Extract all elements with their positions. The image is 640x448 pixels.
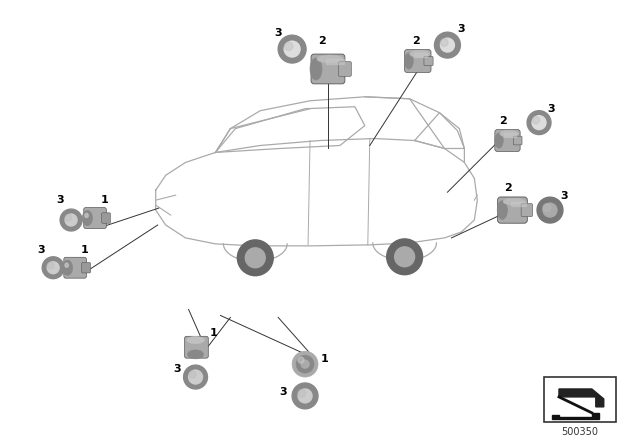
FancyBboxPatch shape <box>64 257 86 278</box>
Polygon shape <box>552 413 599 419</box>
Ellipse shape <box>500 130 518 137</box>
FancyBboxPatch shape <box>339 61 351 77</box>
Ellipse shape <box>497 201 508 220</box>
Circle shape <box>237 240 273 276</box>
Circle shape <box>527 111 551 134</box>
Text: 2: 2 <box>499 116 507 125</box>
FancyBboxPatch shape <box>424 56 433 65</box>
Circle shape <box>47 262 54 269</box>
Ellipse shape <box>317 55 343 63</box>
Circle shape <box>60 209 82 231</box>
Circle shape <box>395 247 415 267</box>
Bar <box>504 133 516 137</box>
Text: 3: 3 <box>37 245 45 255</box>
Circle shape <box>298 357 304 363</box>
Circle shape <box>543 203 557 217</box>
Text: 3: 3 <box>275 28 282 38</box>
Text: 3: 3 <box>547 104 555 114</box>
Circle shape <box>245 248 265 268</box>
Circle shape <box>189 371 196 378</box>
Circle shape <box>435 32 460 58</box>
Bar <box>414 53 427 57</box>
Ellipse shape <box>503 198 525 205</box>
Ellipse shape <box>310 58 322 80</box>
Circle shape <box>184 365 207 389</box>
FancyBboxPatch shape <box>84 207 106 228</box>
Circle shape <box>532 116 540 124</box>
Circle shape <box>440 38 454 52</box>
Ellipse shape <box>83 211 93 226</box>
Text: 3: 3 <box>174 364 181 374</box>
FancyBboxPatch shape <box>82 263 90 273</box>
FancyBboxPatch shape <box>311 54 345 84</box>
FancyBboxPatch shape <box>544 377 616 422</box>
Text: 500350: 500350 <box>561 426 598 437</box>
FancyBboxPatch shape <box>498 197 527 223</box>
Text: 2: 2 <box>504 183 512 193</box>
Ellipse shape <box>85 213 88 218</box>
Bar <box>511 202 526 206</box>
Circle shape <box>532 116 546 129</box>
Ellipse shape <box>63 260 72 276</box>
Ellipse shape <box>65 263 68 267</box>
Circle shape <box>301 360 309 368</box>
Bar <box>326 59 344 64</box>
FancyBboxPatch shape <box>404 50 431 73</box>
FancyBboxPatch shape <box>184 336 208 358</box>
Text: 1: 1 <box>81 245 89 255</box>
Text: 2: 2 <box>318 36 326 46</box>
Text: 3: 3 <box>56 195 64 205</box>
Circle shape <box>42 257 64 279</box>
Text: 3: 3 <box>560 191 568 201</box>
Circle shape <box>298 389 312 403</box>
Circle shape <box>189 370 202 384</box>
Circle shape <box>278 35 306 63</box>
Circle shape <box>284 42 293 51</box>
Circle shape <box>387 239 422 275</box>
Circle shape <box>284 41 300 57</box>
Ellipse shape <box>404 53 413 69</box>
Circle shape <box>296 355 314 373</box>
Text: 1: 1 <box>321 354 329 364</box>
Polygon shape <box>559 389 604 407</box>
Text: 1: 1 <box>209 328 218 338</box>
FancyBboxPatch shape <box>102 213 111 223</box>
FancyBboxPatch shape <box>495 129 520 151</box>
Circle shape <box>65 214 77 226</box>
Text: 3: 3 <box>458 24 465 34</box>
Circle shape <box>537 197 563 223</box>
FancyBboxPatch shape <box>513 136 522 145</box>
Circle shape <box>292 383 318 409</box>
Text: 3: 3 <box>279 387 287 397</box>
Circle shape <box>298 389 306 397</box>
Text: 1: 1 <box>101 195 109 205</box>
Circle shape <box>292 351 318 377</box>
Circle shape <box>440 39 448 47</box>
Ellipse shape <box>495 133 503 148</box>
Text: 2: 2 <box>412 36 419 46</box>
Ellipse shape <box>187 336 205 344</box>
Ellipse shape <box>410 50 429 57</box>
FancyBboxPatch shape <box>521 203 532 217</box>
Circle shape <box>543 204 550 211</box>
Circle shape <box>47 262 59 274</box>
Ellipse shape <box>188 350 204 359</box>
Circle shape <box>65 215 72 221</box>
